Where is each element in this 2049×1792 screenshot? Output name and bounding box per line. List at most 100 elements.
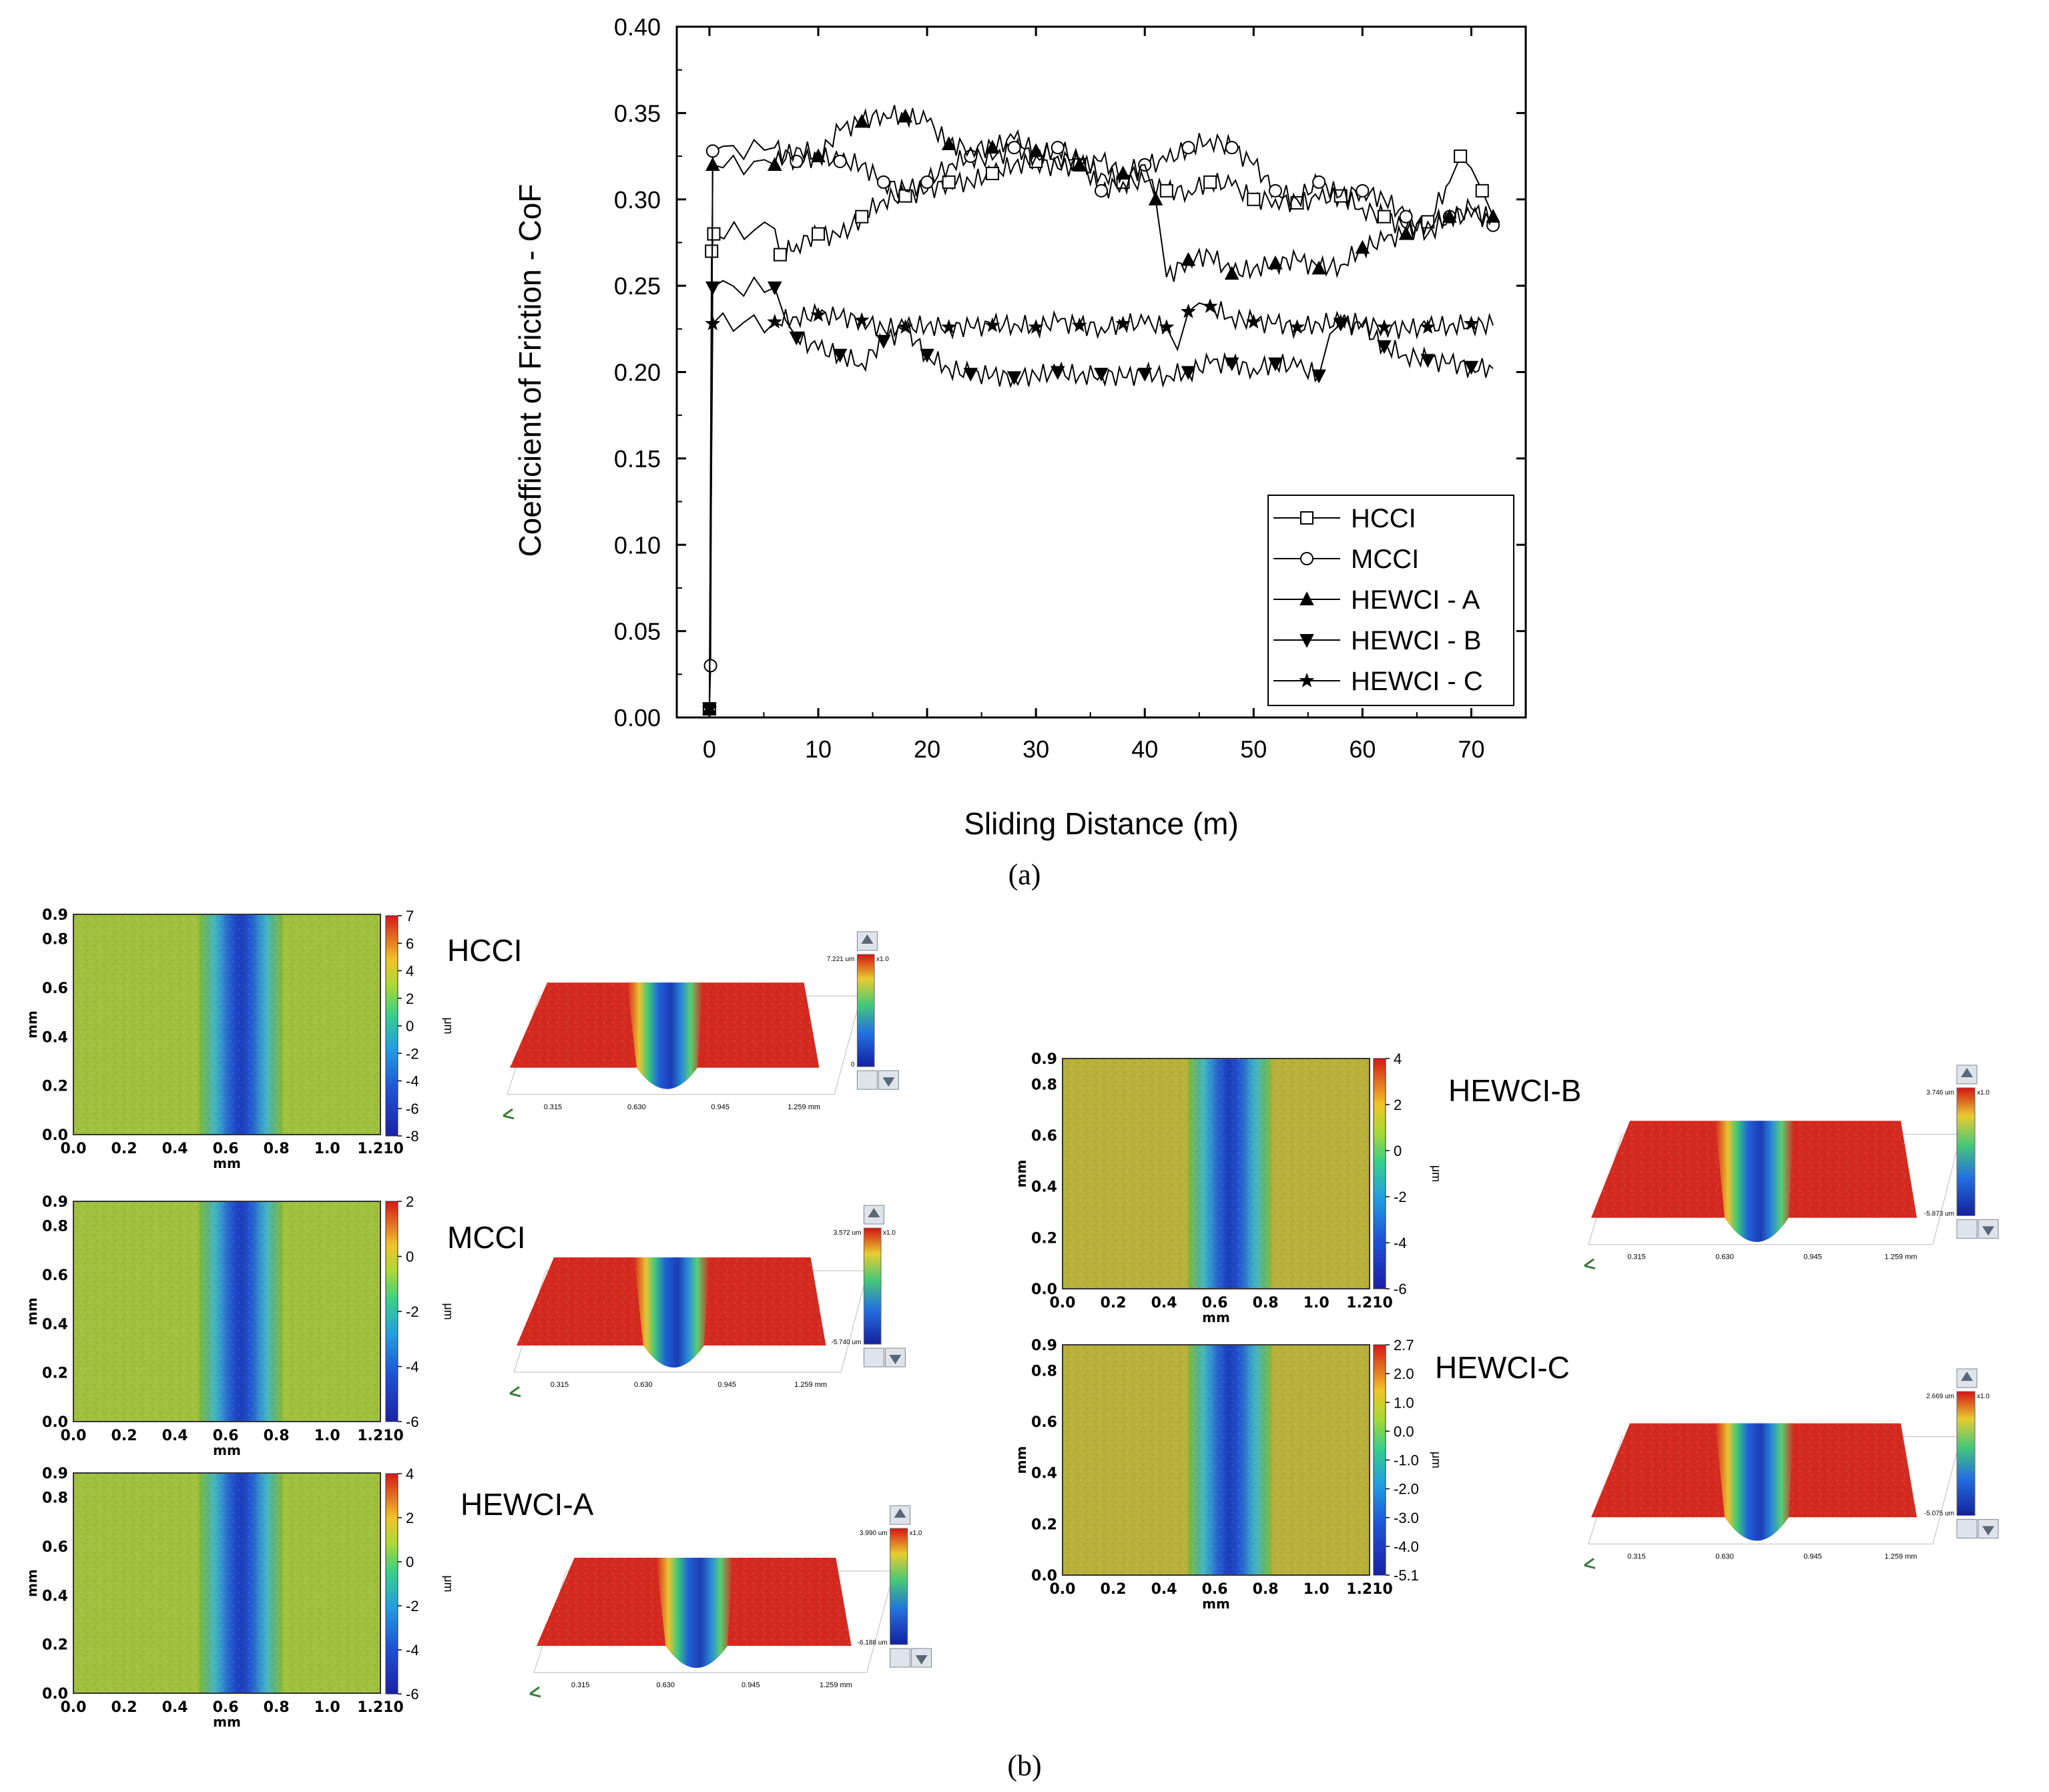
map-y-tick-label: 0.2 <box>42 1366 68 1382</box>
map-y-tick-label: 0.0 <box>1031 1281 1057 1298</box>
y-tick-label: 0.30 <box>614 186 661 214</box>
map-y-tick-label: 0.6 <box>1031 1128 1057 1145</box>
x-tick-label: 40 <box>1131 735 1158 763</box>
legend-label: HCCI <box>1351 504 1416 533</box>
map-y-tick-label: 0.9 <box>42 1466 68 1482</box>
data-point <box>1399 210 1413 224</box>
map-x-tick-label: 0.0 <box>1050 1295 1076 1311</box>
data-point <box>1224 357 1239 372</box>
colorbar-3d <box>1956 1087 1976 1216</box>
series-hewci-c <box>701 298 1494 715</box>
view3d-x-tick: 0.315 <box>544 1103 563 1111</box>
legend-label: HEWCI - B <box>1351 626 1482 655</box>
data-point <box>1442 208 1457 223</box>
map-y-axis-title: mm <box>24 1297 40 1325</box>
legend-marker <box>1300 552 1313 565</box>
data-point <box>876 175 890 189</box>
data-point <box>854 312 870 327</box>
colorbar-tick-label: -2.0 <box>1394 1481 1419 1498</box>
view3d-x-tick: 0.630 <box>656 1681 675 1689</box>
data-point <box>1159 184 1173 198</box>
colorbar-tick-label: -4 <box>406 1073 419 1090</box>
colorbar-3d-scale: x1.0 <box>876 956 889 963</box>
data-point <box>1148 192 1163 206</box>
colorbar-tick-label: 0 <box>406 1554 414 1570</box>
data-point <box>898 108 913 123</box>
map-x-tick-label: 0.4 <box>162 1699 188 1716</box>
arrow-up-icon <box>894 1508 906 1518</box>
data-point <box>1180 303 1196 318</box>
groove-surface <box>656 1558 733 1668</box>
colorbar <box>385 1473 398 1695</box>
colorbar-tick-label: -2 <box>1394 1189 1407 1205</box>
data-point <box>920 348 934 363</box>
map-y-tick-label: 0.2 <box>1031 1230 1057 1247</box>
arrow-up-icon <box>868 1208 880 1217</box>
map-y-tick-label: 0.6 <box>42 1539 68 1556</box>
wear-track-texture <box>1188 1059 1271 1289</box>
map-x-tick-label: 0.6 <box>1202 1581 1228 1598</box>
map-y-tick-label: 0.8 <box>1031 1077 1057 1093</box>
x-tick-label: 0 <box>703 735 716 763</box>
map-y-tick-label: 0.9 <box>1031 1051 1057 1068</box>
map-y-tick-label: 0.4 <box>42 1588 68 1604</box>
view3d-x-tick: 0.630 <box>627 1103 646 1111</box>
x-axis-title: Sliding Distance (m) <box>964 806 1239 841</box>
data-point <box>854 113 870 128</box>
map-x-tick-label: 0.6 <box>1202 1295 1228 1311</box>
arrow-down-icon <box>1982 1526 1994 1536</box>
y-tick-label: 0.35 <box>614 99 661 127</box>
profile-3d-view: 2.669 um -5.075 um x1.0 0.315 0.630 0.945 1.25… <box>1584 1368 1999 1569</box>
colorbar-tick-label: -3.0 <box>1394 1510 1419 1526</box>
data-point <box>1311 260 1326 275</box>
colorbar-tick-label: 4 <box>406 1466 414 1482</box>
data-point <box>705 144 719 158</box>
view3d-x-tick: 1.259 mm <box>794 1381 827 1389</box>
profile-3d-view: 7.221 um 0 x1.0 0.315 0.630 0.945 1.259 mm <box>503 931 899 1120</box>
data-point <box>1007 141 1021 155</box>
panel-a-label: (a) <box>1008 858 1041 891</box>
wear-track-texture <box>1188 1345 1271 1575</box>
colorbar-tick-label: -2 <box>406 1045 419 1062</box>
map-frame <box>73 914 381 1135</box>
data-point <box>1420 319 1436 334</box>
colorbar-3d-max: 3.746 um <box>1926 1089 1954 1097</box>
map-y-tick-label: 0.9 <box>42 1194 68 1211</box>
colorbar <box>1373 1058 1386 1289</box>
x-tick-label: 30 <box>1022 735 1049 763</box>
view3d-x-tick: 0.945 <box>742 1681 760 1689</box>
colorbar-3d-max: 2.669 um <box>1926 1393 1954 1400</box>
data-point <box>1463 315 1479 330</box>
map-y-axis-title: mm <box>1013 1160 1029 1188</box>
colorbar <box>385 915 398 1137</box>
y-axis-title: Coefficient of Friction - CoF <box>513 184 547 557</box>
map-x-tick-label: 0.4 <box>1151 1295 1177 1311</box>
y-tick-label: 0.00 <box>614 704 661 731</box>
colorbar-3d <box>1956 1391 1976 1516</box>
map-y-axis-title: mm <box>24 1010 40 1038</box>
map-y-tick-label: 0.4 <box>42 1316 68 1333</box>
colorbar-tick-label: 7 <box>406 908 414 924</box>
wear-map-hewci-a: 0.9 0.8 0.6 0.4 0.2 0.0 mm 0.0 0.2 0.4 0.6 0.8 1.0 1.… <box>24 1466 932 1730</box>
map-x-tick-label: 0.0 <box>61 1428 87 1444</box>
wear-map-hcci: 0.9 0.8 0.6 0.4 0.2 0.0 mm 0.0 0.2 0.4 0.6 0.8 1.0 1.… <box>24 907 899 1171</box>
map-x-tick-label: 1.0 <box>314 1141 340 1157</box>
map-y-tick-label: 0.8 <box>42 1490 68 1507</box>
map-frame <box>73 1201 381 1422</box>
colorbar-3d-min: -6.188 um <box>858 1639 888 1647</box>
cof-line-chart: 0 10 20 30 40 50 60 70 0.00 0.05 0.10 0.15 0.20 0.25 0… <box>513 13 1527 841</box>
data-point <box>984 317 1000 332</box>
y-tick-label: 0.10 <box>614 531 661 559</box>
data-point <box>897 319 913 334</box>
data-point <box>1356 184 1370 198</box>
legend-label: HEWCI - C <box>1351 667 1483 696</box>
arrow-up-icon <box>1961 1068 1973 1077</box>
data-point <box>1247 192 1261 206</box>
axis-orientation-icon <box>503 1108 515 1120</box>
view3d-x-tick: 0.630 <box>634 1381 653 1389</box>
data-point <box>1181 141 1195 155</box>
view3d-x-tick: 0.630 <box>1715 1552 1734 1560</box>
map-y-tick-label: 0.4 <box>42 1029 68 1046</box>
data-point <box>1224 266 1239 280</box>
data-point <box>1333 314 1349 329</box>
